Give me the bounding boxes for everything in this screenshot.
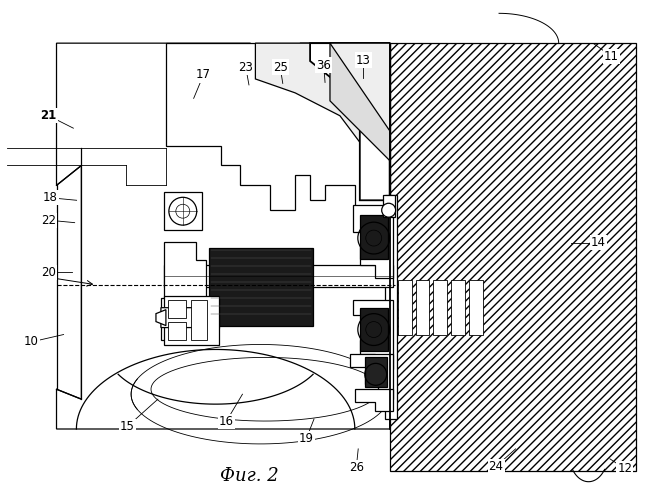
Bar: [383, 196, 394, 217]
Polygon shape: [56, 43, 390, 429]
Polygon shape: [330, 43, 390, 160]
Bar: [168, 322, 186, 340]
Bar: [434, 280, 447, 334]
Bar: [164, 296, 218, 346]
Text: 16: 16: [218, 415, 233, 428]
Text: 25: 25: [273, 60, 288, 74]
Bar: [451, 280, 465, 334]
Polygon shape: [156, 310, 166, 326]
Text: 13: 13: [356, 54, 371, 66]
Bar: [415, 280, 430, 334]
Polygon shape: [355, 389, 392, 411]
Polygon shape: [350, 354, 392, 399]
Bar: [360, 308, 388, 352]
Text: 21: 21: [41, 110, 57, 122]
Text: 19: 19: [299, 432, 314, 446]
Bar: [385, 196, 396, 419]
Bar: [360, 215, 388, 259]
Text: 20: 20: [41, 266, 56, 279]
Bar: [164, 265, 392, 287]
Circle shape: [382, 204, 396, 217]
Text: 22: 22: [41, 214, 56, 226]
Text: 36: 36: [317, 58, 331, 71]
Text: 17: 17: [196, 68, 211, 82]
Text: 10: 10: [24, 336, 39, 348]
Bar: [398, 280, 411, 334]
Text: Фиг. 2: Фиг. 2: [220, 467, 279, 485]
Polygon shape: [161, 308, 201, 328]
Text: 26: 26: [349, 462, 364, 474]
Circle shape: [169, 198, 197, 225]
Bar: [168, 300, 186, 318]
Circle shape: [176, 204, 190, 218]
Polygon shape: [164, 242, 205, 324]
Polygon shape: [161, 298, 218, 340]
Bar: [390, 43, 636, 471]
Bar: [469, 280, 483, 334]
Bar: [191, 300, 207, 340]
Polygon shape: [353, 205, 392, 278]
Text: 23: 23: [238, 60, 253, 74]
Polygon shape: [166, 43, 390, 230]
Polygon shape: [256, 43, 390, 186]
Text: 15: 15: [120, 420, 135, 433]
Polygon shape: [310, 43, 390, 201]
Bar: [365, 358, 387, 387]
Text: 18: 18: [43, 192, 58, 204]
Bar: [164, 192, 201, 230]
Text: 12: 12: [617, 462, 632, 475]
Text: 14: 14: [591, 236, 606, 249]
Polygon shape: [330, 43, 390, 130]
Text: 24: 24: [489, 460, 504, 473]
Text: 11: 11: [604, 50, 619, 62]
Bar: [209, 248, 313, 326]
Polygon shape: [353, 300, 392, 370]
